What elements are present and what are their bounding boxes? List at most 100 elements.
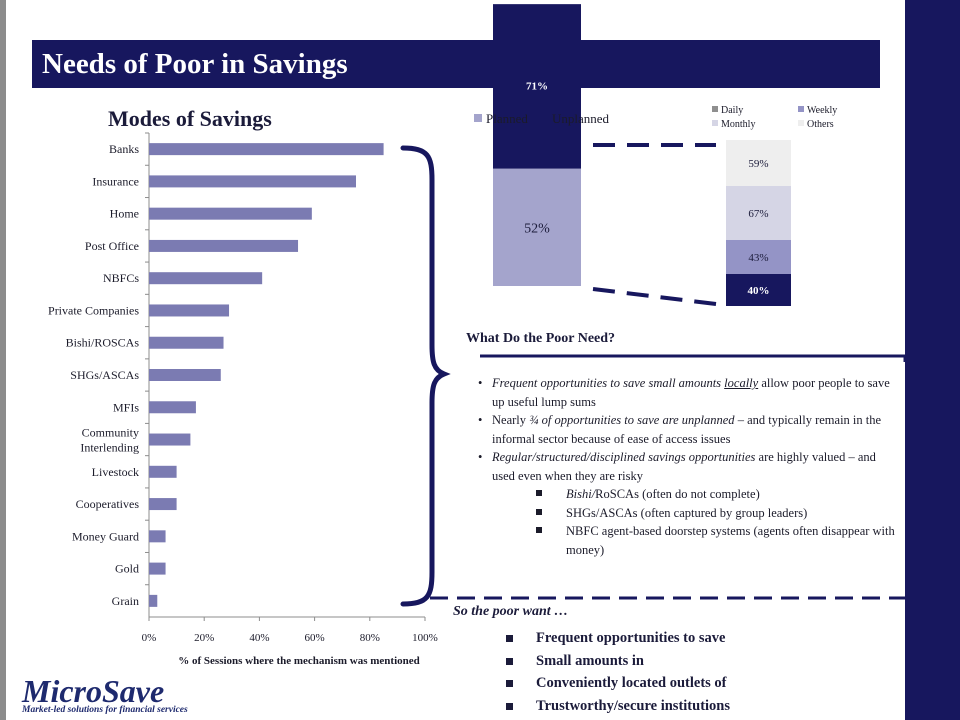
curly-brace [400,145,451,607]
bar-livestock [149,465,177,478]
segment-label: 59% [748,158,768,170]
want-item: Conveniently located outlets of [506,672,730,695]
x-tick-label: 60% [305,632,325,644]
bar-chart-title: Modes of Savings [108,106,272,131]
square-bullet [506,657,513,665]
y-tick-label: Banks [109,142,139,156]
legend-swatch-daily [712,106,718,112]
sub-bullet-1-italic: Bishi/ [566,487,596,501]
title-bar: Needs of Poor in Savings [32,40,880,88]
chart-canvas: Banks Insurance Home Post Office NBFCs Privat… [48,4,905,667]
want-item-text: Conveniently located outlets of [536,675,727,691]
bullet-1-underline: locally [724,376,759,390]
y-tick-label: Private Companies [48,303,139,317]
legend-label: Monthly [721,119,755,130]
bar-bishi-roscas [149,336,224,349]
stack-segment-unplanned [493,4,581,169]
microsave-logo: MicroSave [22,673,165,709]
bullet-2-lead: Nearly [492,413,530,427]
y-tick-label: Cooperatives [76,497,140,511]
legend-swatch-monthly [712,120,718,126]
wants-heading: So the poor want … [453,604,569,619]
x-axis-label: % of Sessions where the mechanism was me… [178,655,420,667]
square-bullet [506,635,513,642]
bullet-1-rest: allow poor people to save up useful lump… [492,376,890,409]
bar-nbfcs [149,272,263,285]
y-tick-label: Post Office [85,239,139,253]
left-edge-strip [0,0,6,720]
x-tick-label: 80% [360,632,380,644]
right-decorative-band [905,0,960,720]
segment-label: 52% [524,221,550,236]
sub-bullet-3-text: NBFC agent-based doorstep systems (agent… [566,524,895,557]
y-tick-label: NBFCs [103,271,139,285]
legend-swatch-planned [474,114,482,122]
want-item: Trustworthy/secure institutions [506,695,730,718]
segment-label: 43% [748,252,768,264]
bullet-2: • Nearly ¾ of opportunities to save are … [478,411,898,448]
wants-list: Frequent opportunities to save Small amo… [506,627,730,717]
connector-dash-bottom [592,287,717,306]
y-tick-label: Grain [112,594,139,608]
square-bullet [506,680,513,687]
stack-segment-others [726,140,791,186]
bullet-1: • Frequent opportunities to save small a… [478,374,898,411]
y-tick-label: Money Guard [72,529,139,543]
needs-heading: What Do the Poor Need? [466,331,616,346]
want-item-text: Small amounts in [536,652,644,669]
square-bullet [536,508,542,515]
legend-label: Weekly [807,105,837,116]
sub-bullet-1: Bishi/RoSCAs (often do not complete) [478,485,898,504]
legend-label: Unplanned [552,111,610,126]
bullet-dot: • [478,413,483,427]
stack-segment-monthly [726,186,791,240]
sub-bullet-2-text: SHGs/ASCAs (often captured by group lead… [566,505,808,520]
square-bullet [536,527,542,533]
bar-shgs-ascas [149,369,221,381]
bar-money-guard [149,530,166,543]
slide-title: Needs of Poor in Savings [42,48,348,80]
x-tick-label: 0% [142,632,157,644]
stack-segment-daily [726,274,791,306]
y-tick-label: Home [110,207,139,221]
bar-grain [149,594,158,607]
y-tick-label: Gold [115,562,139,576]
bullet-2-italic: ¾ of opportunities to save are unplanned [529,413,735,427]
bar-insurance [149,175,356,188]
legend-swatch-others [798,120,804,126]
x-tick-label: 100% [412,632,438,644]
bar-home [149,207,312,220]
needs-bullet-list: • Frequent opportunities to save small a… [478,374,898,559]
sub-bullet-2: SHGs/ASCAs (often captured by group lead… [478,504,898,523]
bar-private-companies [149,304,230,317]
bar-gold [149,562,166,575]
square-bullet [536,490,542,496]
logo-tagline: Market-led solutions for financial servi… [22,705,188,715]
legend-label: Daily [721,105,743,116]
y-tick-label: MFIs [113,400,139,414]
stack-segment-planned [493,168,581,286]
x-tick-label: 40% [249,632,269,644]
bullet-3: • Regular/structured/disciplined savings… [478,448,898,485]
segment-label: 40% [748,285,770,297]
y-tick-label: SHGs/ASCAs [70,368,139,382]
segment-label: 71% [526,80,548,92]
bullet-3-italic: Regular/structured/disciplined savings o… [492,450,756,464]
y-tick-label: Community Interlending [80,426,139,455]
bar-banks [149,143,384,156]
bullet-dot: • [478,376,483,390]
want-item: Small amounts in [506,650,730,673]
y-tick-label: Livestock [92,465,139,479]
want-item-text: Trustworthy/secure institutions [536,697,731,714]
stack-segment-weekly [726,240,791,274]
legend-label: Planned [486,111,528,126]
bullet-3-rest: are highly valued – and used even when t… [492,450,876,483]
sub-bullet-1-rest: RoSCAs (often do not complete) [595,487,760,501]
bullet-2-rest: – and typically remain in the informal s… [492,413,882,446]
bullet-1-italic: Frequent opportunities to save small amo… [492,376,725,390]
sub-bullet-3: NBFC agent-based doorstep systems (agent… [478,522,898,559]
bar-cooperatives [149,498,177,511]
y-tick-label: Insurance [92,174,139,188]
want-item: Frequent opportunities to save [506,627,730,650]
legend-swatch-weekly [798,106,804,112]
